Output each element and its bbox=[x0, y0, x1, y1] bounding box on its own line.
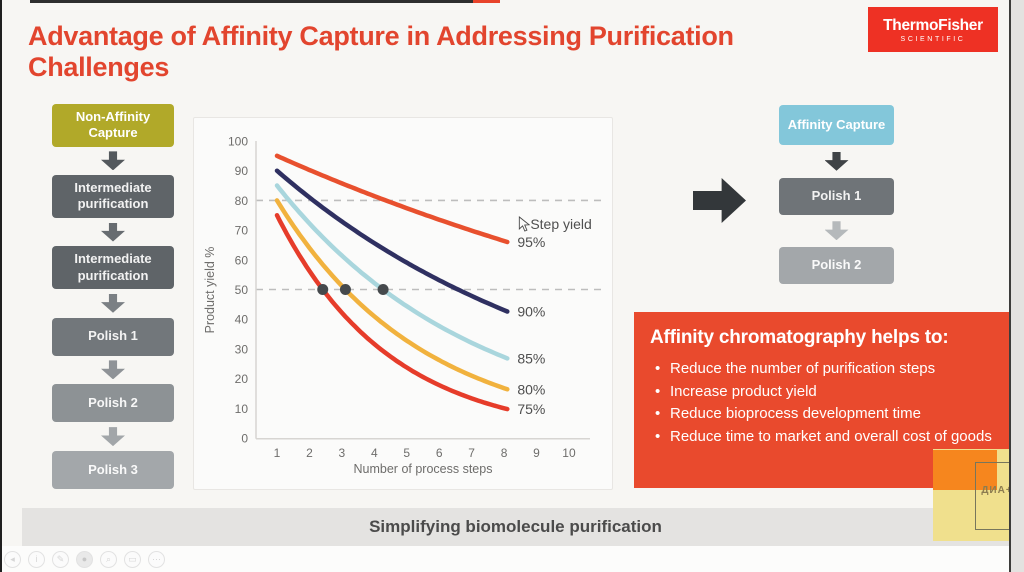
flow-step-polish-2: Polish 2 bbox=[52, 384, 174, 423]
down-arrow-icon bbox=[824, 221, 849, 241]
right-letterbox-edge bbox=[1009, 0, 1011, 572]
footer-tagline-bar: Simplifying biomolecule purification bbox=[22, 508, 1009, 546]
x-tick-label: 5 bbox=[403, 446, 410, 460]
y-tick-label: 30 bbox=[235, 342, 249, 356]
down-arrow-icon bbox=[101, 222, 125, 242]
x-tick-label: 3 bbox=[339, 446, 346, 460]
y-tick-label: 40 bbox=[235, 313, 249, 327]
logo-subtext: SCIENTIFIC bbox=[900, 35, 966, 43]
benefits-title: Affinity chromatography helps to: bbox=[650, 327, 949, 348]
x-tick-label: 2 bbox=[306, 446, 313, 460]
curve-90% bbox=[274, 168, 510, 314]
series-label-95%: 95% bbox=[517, 234, 545, 250]
series-label-85%: 85% bbox=[517, 350, 545, 366]
y-tick-label: 80 bbox=[235, 194, 249, 208]
crossing-marker bbox=[339, 284, 351, 295]
left-letterbox-edge bbox=[0, 0, 2, 572]
logo-wordmark: ThermoFisher bbox=[883, 16, 983, 34]
bottom-strip bbox=[2, 546, 1009, 572]
top-strip-accent bbox=[473, 0, 500, 3]
x-tick-label: 8 bbox=[501, 446, 508, 460]
flow-step-polish-1: Polish 1 bbox=[52, 317, 174, 356]
series-label-75%: 75% bbox=[517, 401, 545, 417]
benefit-item: Reduce bioprocess development time bbox=[650, 403, 994, 426]
x-tick-label: 10 bbox=[562, 446, 576, 460]
flow-step-polish-3: Polish 3 bbox=[52, 450, 174, 489]
y-tick-label: 70 bbox=[235, 224, 249, 238]
search-icon[interactable]: ⌕ bbox=[100, 551, 117, 568]
camera-icon[interactable]: ● bbox=[76, 551, 93, 568]
x-tick-label: 6 bbox=[436, 446, 443, 460]
crossing-marker bbox=[317, 284, 329, 295]
x-tick-label: 9 bbox=[533, 446, 540, 460]
series-label-90%: 90% bbox=[517, 303, 545, 319]
pen-icon[interactable]: ✎ bbox=[52, 551, 69, 568]
crossing-marker bbox=[377, 284, 389, 295]
series-label-80%: 80% bbox=[517, 381, 545, 397]
down-arrow-icon bbox=[101, 360, 125, 380]
slide-title: Advantage of Affinity Capture in Address… bbox=[28, 21, 734, 82]
footer-tagline: Simplifying biomolecule purification bbox=[369, 517, 662, 536]
y-axis-label: Product yield % bbox=[203, 247, 217, 334]
x-tick-label: 1 bbox=[274, 446, 281, 460]
right-arrow-icon bbox=[693, 178, 746, 223]
y-tick-label: 20 bbox=[235, 372, 249, 386]
product-yield-chart: 0 10 20 30 40 50 60 70 80 90 100 1 2 3 4 5 6 7 8 9 10 Number … bbox=[193, 117, 613, 490]
y-tick-label: 60 bbox=[235, 253, 249, 267]
affinity-flowchart: Affinity Capture Polish 1 Polish 2 bbox=[779, 105, 894, 284]
thermofisher-logo: ThermoFisher SCIENTIFIC bbox=[868, 7, 998, 52]
flow-step-affinity-polish-2: Polish 2 bbox=[779, 247, 894, 284]
mouse-cursor-icon bbox=[518, 216, 531, 232]
more-icon[interactable]: ⋯ bbox=[148, 551, 165, 568]
down-arrow-icon bbox=[101, 427, 125, 447]
flow-step-non-affinity-capture: Non-Affinity Capture bbox=[52, 104, 174, 147]
info-icon[interactable]: i bbox=[28, 551, 45, 568]
x-axis-label: Number of process steps bbox=[354, 462, 493, 476]
down-arrow-icon bbox=[101, 151, 125, 171]
step-yield-annotation: Step yield bbox=[530, 216, 591, 232]
flow-step-affinity-polish-1: Polish 1 bbox=[779, 177, 894, 215]
benefit-item: Reduce the number of purification steps bbox=[650, 358, 994, 381]
card-icon[interactable]: ▭ bbox=[124, 551, 141, 568]
y-tick-label: 90 bbox=[235, 164, 249, 178]
benefits-list: Reduce the number of purification steps … bbox=[650, 358, 994, 448]
curve-85% bbox=[274, 183, 510, 361]
curve-80% bbox=[274, 198, 510, 392]
back-icon[interactable]: ◂ bbox=[4, 551, 21, 568]
orange-overlay bbox=[933, 450, 997, 490]
right-gutter bbox=[1011, 0, 1024, 572]
flow-step-intermediate-2: Intermediate purification bbox=[52, 246, 174, 289]
watermark-text: ДИА+ bbox=[981, 485, 1013, 496]
y-tick-label: 0 bbox=[241, 432, 248, 446]
non-affinity-flowchart: Non-Affinity Capture Intermediate purifi… bbox=[52, 104, 174, 489]
chart-canvas: 0 10 20 30 40 50 60 70 80 90 100 1 2 3 4 5 6 7 8 9 10 Number … bbox=[203, 135, 604, 476]
curve-75% bbox=[274, 212, 510, 412]
viewer-toolbar: ◂ i ✎ ● ⌕ ▭ ⋯ bbox=[4, 551, 165, 568]
down-arrow-icon bbox=[101, 293, 125, 313]
top-strip bbox=[30, 0, 473, 3]
y-tick-label: 100 bbox=[228, 135, 248, 149]
benefit-item: Reduce time to market and overall cost o… bbox=[650, 426, 994, 449]
down-arrow-icon bbox=[824, 151, 849, 171]
y-tick-label: 10 bbox=[235, 402, 249, 416]
benefit-item: Increase product yield bbox=[650, 381, 994, 404]
x-tick-label: 7 bbox=[468, 446, 475, 460]
x-tick-label: 4 bbox=[371, 446, 378, 460]
flow-step-intermediate-1: Intermediate purification bbox=[52, 175, 174, 218]
flow-step-affinity-capture: Affinity Capture bbox=[779, 105, 894, 145]
curve-95% bbox=[274, 153, 510, 245]
y-tick-label: 50 bbox=[235, 283, 249, 297]
